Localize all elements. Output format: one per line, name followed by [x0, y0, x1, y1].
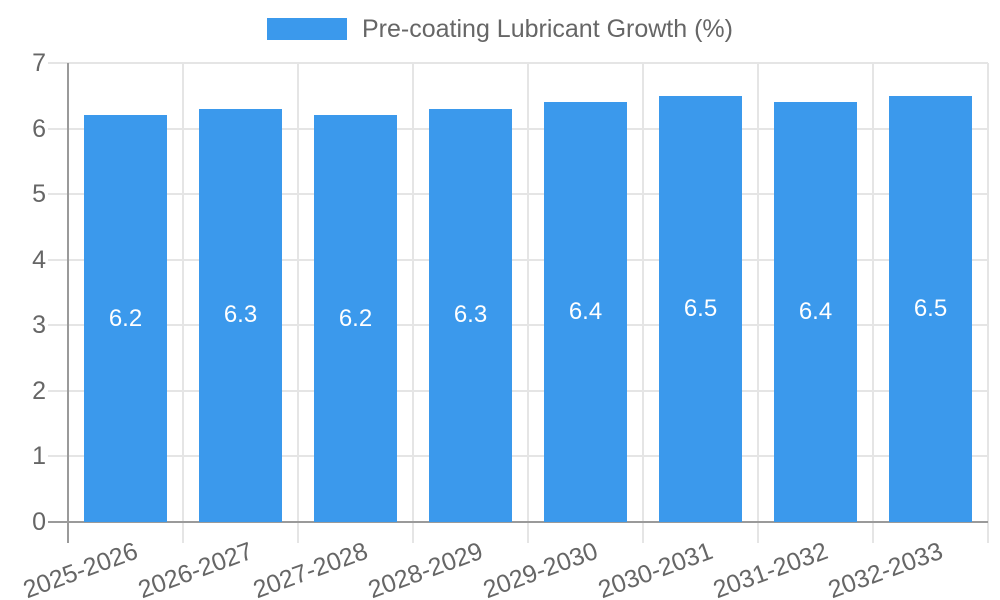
x-grid-line [987, 63, 989, 543]
legend-swatch [267, 18, 347, 40]
x-tick-label: 2028-2029 [364, 536, 487, 600]
bar-value-label: 6.5 [913, 294, 948, 322]
y-grid-line [48, 62, 988, 64]
bar-value-label: 6.4 [568, 298, 603, 326]
y-grid-line [48, 389, 988, 392]
x-grid-line [757, 63, 759, 543]
x-grid-line [182, 63, 184, 543]
bar-value-label: 6.5 [683, 294, 718, 322]
x-axis-line [48, 521, 988, 523]
y-grid-line [48, 127, 988, 130]
chart-legend: Pre-coating Lubricant Growth (%) [0, 14, 1000, 44]
bar[interactable]: 6.4 [774, 102, 857, 522]
y-grid-line [48, 193, 988, 196]
y-tick-label: 3 [32, 311, 46, 340]
bar[interactable]: 6.2 [84, 115, 167, 522]
x-grid-line [642, 63, 644, 543]
x-grid-line [872, 63, 874, 543]
y-tick-label: 6 [32, 114, 46, 143]
y-tick-label: 1 [32, 442, 46, 471]
y-tick-label: 7 [32, 49, 46, 77]
x-tick-label: 2027-2028 [249, 536, 372, 600]
bar[interactable]: 6.5 [659, 95, 742, 522]
x-tick-label: 2026-2027 [134, 536, 257, 600]
y-grid-line [48, 324, 988, 327]
bar-value-label: 6.3 [453, 301, 488, 329]
x-tick-label: 2030-2031 [594, 536, 717, 600]
x-grid-line [527, 63, 529, 543]
legend-label: Pre-coating Lubricant Growth (%) [362, 15, 733, 43]
x-tick-label: 2025-2026 [19, 536, 142, 600]
bar[interactable]: 6.3 [429, 108, 512, 522]
bar[interactable]: 6.3 [199, 108, 282, 522]
y-grid-line [48, 258, 988, 261]
bar-value-label: 6.2 [338, 304, 373, 332]
bar[interactable]: 6.2 [314, 115, 397, 522]
x-grid-line [297, 63, 299, 543]
bar-value-label: 6.4 [798, 298, 833, 326]
y-tick-label: 2 [32, 376, 46, 405]
bar-value-label: 6.2 [108, 304, 143, 332]
y-axis-line [67, 63, 69, 543]
legend-item[interactable]: Pre-coating Lubricant Growth (%) [267, 14, 733, 44]
x-tick-label: 2032-2033 [824, 536, 947, 600]
bar[interactable]: 6.4 [544, 102, 627, 522]
y-tick-label: 5 [32, 180, 46, 209]
x-tick-label: 2031-2032 [709, 536, 832, 600]
x-tick-label: 2029-2030 [479, 536, 602, 600]
y-grid-line [48, 455, 988, 458]
x-grid-line [412, 63, 414, 543]
bar[interactable]: 6.5 [889, 95, 972, 522]
y-tick-label: 4 [32, 245, 46, 274]
bar-value-label: 6.3 [223, 301, 258, 329]
y-tick-label: 0 [32, 508, 46, 536]
